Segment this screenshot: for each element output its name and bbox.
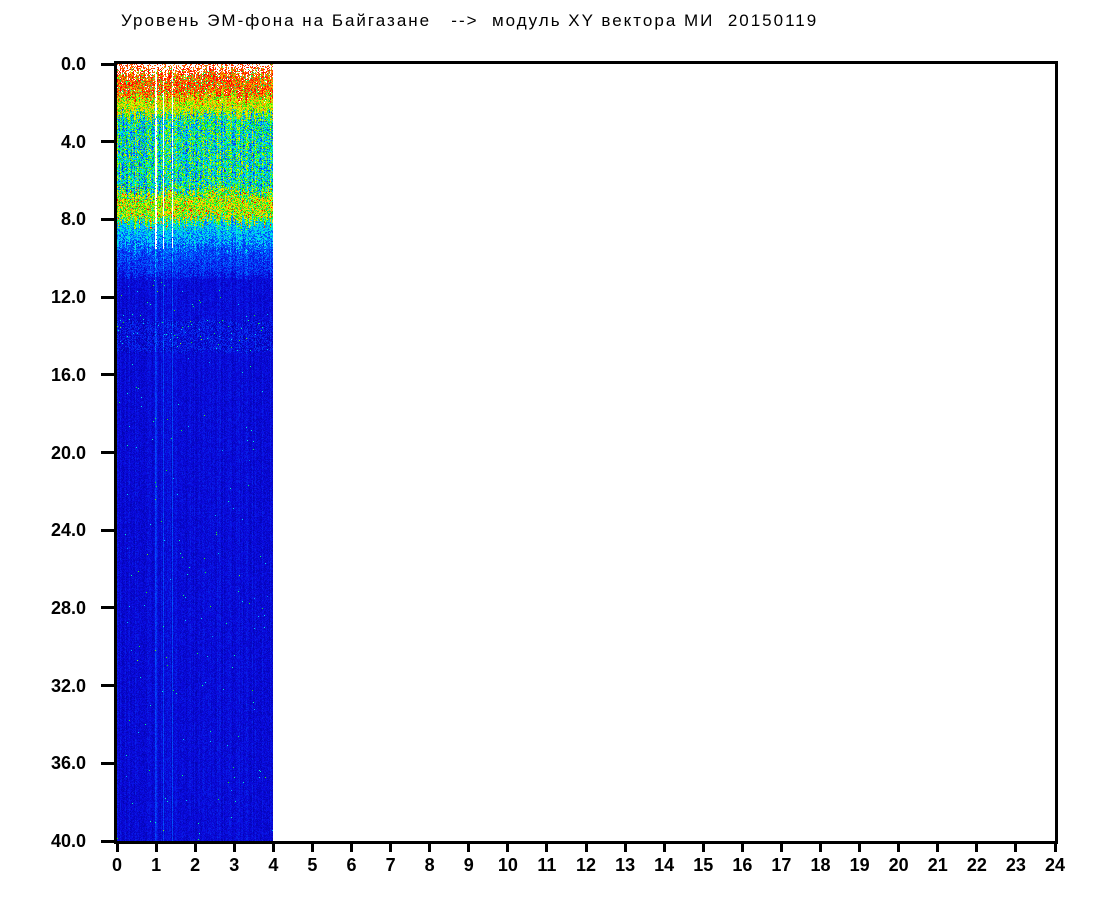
y-axis-tick-label: 20.0 bbox=[50, 442, 86, 463]
y-axis-tick bbox=[101, 373, 114, 377]
x-axis-tick-label: 15 bbox=[693, 855, 714, 875]
x-axis-tick bbox=[662, 844, 666, 852]
x-axis-tick bbox=[271, 844, 275, 852]
x-axis-tick-label: 14 bbox=[654, 855, 675, 875]
x-axis-tick bbox=[779, 844, 783, 852]
y-axis-tick-label: 16.0 bbox=[50, 364, 86, 385]
x-axis-tick-label: 4 bbox=[268, 855, 279, 875]
x-axis-tick bbox=[701, 844, 705, 852]
x-axis-tick-label: 13 bbox=[615, 855, 636, 875]
x-axis-tick bbox=[506, 844, 510, 852]
x-axis-tick bbox=[584, 844, 588, 852]
x-axis-tick bbox=[115, 844, 119, 852]
y-axis-tick bbox=[101, 451, 114, 454]
x-axis-tick-label: 22 bbox=[966, 855, 987, 875]
x-axis-tick-label: 11 bbox=[537, 855, 557, 875]
x-axis-tick-label: 10 bbox=[497, 855, 518, 875]
x-axis-tick-label: 18 bbox=[810, 855, 831, 875]
y-axis-tick bbox=[101, 528, 114, 532]
y-axis-tick bbox=[101, 684, 114, 688]
y-axis-tick-label: 40.0 bbox=[50, 831, 86, 851]
x-axis-tick bbox=[467, 844, 471, 852]
x-axis-tick-label: 9 bbox=[463, 855, 474, 875]
y-axis-tick-label: 28.0 bbox=[50, 597, 86, 618]
x-axis-tick bbox=[232, 844, 236, 852]
x-axis-tick-label: 16 bbox=[732, 855, 753, 875]
y-axis-tick-label: 32.0 bbox=[50, 675, 86, 696]
x-axis-tick-label: 3 bbox=[229, 855, 240, 875]
x-axis-tick bbox=[858, 844, 862, 852]
spectrogram-canvas bbox=[117, 64, 273, 841]
x-axis-tick bbox=[545, 844, 549, 852]
x-axis-tick bbox=[819, 844, 822, 852]
x-axis-tick-label: 21 bbox=[927, 855, 948, 875]
x-axis-tick bbox=[936, 844, 940, 852]
x-axis-tick bbox=[740, 844, 744, 852]
x-axis-tick-label: 0 bbox=[111, 855, 122, 875]
y-axis-tick-label: 0.0 bbox=[60, 54, 86, 74]
x-axis-tick-label: 1 bbox=[151, 855, 162, 875]
x-axis-tick bbox=[154, 844, 158, 852]
x-axis-tick bbox=[897, 844, 901, 852]
x-axis-tick bbox=[428, 844, 432, 852]
y-axis-tick-label: 12.0 bbox=[50, 287, 86, 308]
x-axis-tick bbox=[623, 844, 627, 852]
x-axis-tick bbox=[975, 844, 979, 852]
y-axis-tick bbox=[101, 217, 114, 221]
chart-title: Уровень ЭМ-фона на Байгазане --> модуль … bbox=[121, 11, 819, 30]
x-axis-tick-label: 12 bbox=[575, 855, 597, 875]
x-axis-tick-label: 23 bbox=[1005, 855, 1026, 875]
x-axis-tick-label: 24 bbox=[1044, 855, 1066, 875]
x-axis-tick bbox=[1014, 844, 1018, 852]
y-axis-tick bbox=[101, 606, 114, 610]
y-axis-tick bbox=[101, 839, 114, 843]
x-axis-tick-label: 6 bbox=[346, 855, 357, 875]
y-axis-tick-label: 36.0 bbox=[50, 753, 86, 774]
y-axis-tick bbox=[101, 295, 114, 299]
y-axis-tick-label: 24.0 bbox=[50, 520, 86, 541]
y-axis-tick bbox=[101, 140, 114, 144]
x-axis-tick-label: 19 bbox=[849, 855, 870, 875]
x-axis-tick bbox=[1053, 844, 1057, 852]
x-axis-tick-label: 7 bbox=[385, 855, 396, 875]
y-axis-tick bbox=[101, 62, 114, 66]
y-axis-tick bbox=[101, 761, 114, 765]
y-axis-tick-label: 4.0 bbox=[60, 131, 86, 152]
x-axis-tick-label: 20 bbox=[888, 855, 909, 875]
x-axis-tick bbox=[350, 844, 353, 852]
x-axis-tick-label: 2 bbox=[190, 855, 201, 875]
x-axis-tick-label: 8 bbox=[424, 855, 435, 875]
x-axis-tick bbox=[310, 844, 314, 852]
y-axis-tick-label: 8.0 bbox=[60, 209, 86, 230]
x-axis-tick bbox=[193, 844, 197, 852]
x-axis-tick bbox=[389, 844, 393, 852]
x-axis-tick-label: 17 bbox=[771, 855, 792, 875]
x-axis-tick-label: 5 bbox=[307, 855, 318, 875]
